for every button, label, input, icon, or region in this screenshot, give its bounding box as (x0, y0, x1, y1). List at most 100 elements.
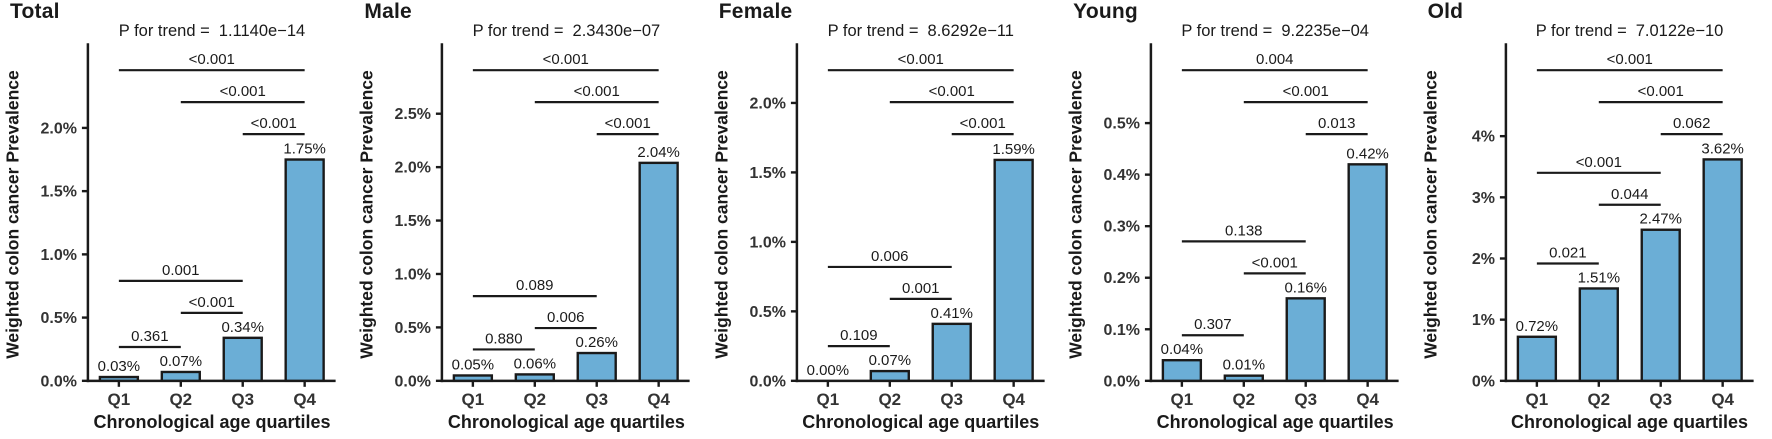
p-for-trend-value: 1.1140e−14 (218, 22, 306, 40)
bar-q1 (1161, 359, 1203, 383)
panel-title: Female (718, 0, 793, 23)
p-for-trend-label: P for trend = (827, 22, 919, 40)
significance-p-value: <0.001 (1575, 154, 1621, 171)
significance-p-value: 0.307 (1194, 316, 1231, 333)
significance-p-value: <0.001 (959, 115, 1005, 132)
y-tick-label: 1.5% (749, 165, 785, 182)
y-tick-label: 2% (1471, 251, 1494, 268)
y-tick-label: 0.5% (749, 304, 785, 321)
significance-p-value: 0.004 (1256, 51, 1293, 68)
y-tick-label: 2.0% (749, 95, 785, 112)
p-for-trend-label: P for trend = (118, 22, 210, 40)
significance-p-value: 0.006 (871, 248, 908, 265)
y-tick-label: 0.0% (395, 373, 431, 390)
y-tick-label: 2.0% (41, 120, 77, 137)
y-tick-label: 1% (1471, 312, 1494, 329)
significance-p-value: 0.044 (1611, 186, 1648, 203)
p-for-trend-value: 8.6292e−11 (927, 22, 1014, 40)
y-tick-label: 1.5% (395, 213, 431, 230)
significance-p-value: <0.001 (189, 294, 235, 311)
x-tick-label: Q4 (648, 390, 671, 409)
x-tick-label: Q1 (1171, 390, 1194, 409)
panel-title: Young (1073, 0, 1138, 23)
y-tick-label: 0.1% (1104, 322, 1140, 339)
p-for-trend-label: P for trend = (1535, 22, 1627, 40)
bar-value-label: 0.16% (1285, 279, 1327, 296)
significance-p-value: <0.001 (220, 83, 266, 100)
bar-value-label: 1.75% (283, 141, 325, 158)
significance-p-value: <0.001 (1252, 254, 1298, 271)
bar-q4 (1347, 163, 1389, 383)
significance-p-value: <0.001 (543, 51, 589, 68)
x-tick-label: Q1 (108, 390, 131, 409)
p-for-trend-label: P for trend = (472, 22, 564, 40)
p-for-trend: P for trend = 9.2235e−04 (1133, 22, 1417, 41)
x-tick-label: Q1 (462, 390, 485, 409)
panel-total: Total P for trend = 1.1140e−14 Weighted c… (0, 0, 354, 439)
significance-p-value: 0.006 (547, 309, 584, 326)
bar-q3 (1640, 228, 1681, 383)
p-for-trend-label: P for trend = (1181, 22, 1273, 40)
significance-p-value: <0.001 (574, 83, 620, 100)
bar-value-label: 0.07% (160, 353, 202, 370)
x-tick-label: Q2 (1587, 390, 1610, 409)
bar-q4 (638, 161, 680, 383)
y-tick-label: 0.5% (395, 320, 431, 337)
x-tick-label: Q1 (816, 390, 839, 409)
significance-p-value: 0.013 (1318, 115, 1355, 132)
x-tick-label: Q4 (1357, 390, 1380, 409)
bar-q4 (284, 158, 325, 383)
significance-p-value: <0.001 (897, 51, 943, 68)
x-tick-label: Q3 (586, 390, 609, 409)
panel-female: Female P for trend = 8.6292e−11 Weighted … (709, 0, 1063, 439)
bar-value-label: 1.51% (1577, 269, 1619, 286)
bar-value-label: 2.04% (638, 144, 680, 161)
bar-value-label: 0.03% (98, 358, 140, 375)
significance-p-value: 0.089 (516, 277, 553, 294)
bar-q2 (515, 373, 556, 383)
bar-value-label: 0.42% (1347, 145, 1389, 162)
y-tick-label: 0.0% (1104, 373, 1140, 390)
x-axis-label: Chronological age quartiles (1511, 412, 1749, 432)
significance-p-value: <0.001 (928, 83, 974, 100)
y-tick-label: 3% (1471, 190, 1494, 207)
bar-value-label: 0.72% (1515, 318, 1557, 335)
bar-value-label: 2.47% (1639, 211, 1681, 228)
panel-title: Total (10, 0, 60, 23)
bar-q1 (453, 374, 494, 383)
significance-p-value: 0.001 (162, 262, 199, 279)
significance-p-value: 0.021 (1549, 244, 1586, 261)
bar-q2 (1578, 287, 1619, 383)
p-for-trend-value: 9.2235e−04 (1281, 22, 1369, 40)
bar-value-label: 0.04% (1161, 341, 1203, 358)
panel-title: Old (1427, 0, 1464, 23)
bar-value-label: 0.05% (452, 356, 494, 373)
bar-q3 (1285, 297, 1327, 383)
x-tick-label: Q3 (1649, 390, 1672, 409)
p-for-trend-value: 7.0122e−10 (1635, 22, 1724, 40)
significance-p-value: 0.109 (840, 327, 877, 344)
bar-q3 (222, 336, 263, 383)
x-tick-label: Q3 (1295, 390, 1318, 409)
bar-q3 (931, 322, 972, 383)
bar-q3 (576, 351, 618, 383)
x-axis-label: Chronological age quartiles (93, 412, 331, 432)
significance-p-value: 0.062 (1673, 115, 1710, 132)
bar-q2 (1223, 374, 1265, 383)
x-tick-label: Q4 (1711, 390, 1734, 409)
x-tick-label: Q4 (293, 390, 316, 409)
x-tick-label: Q2 (878, 390, 901, 409)
bar-value-label: 0.41% (930, 305, 972, 322)
bar-value-label: 0.34% (221, 319, 263, 336)
x-tick-label: Q1 (1525, 390, 1548, 409)
significance-p-value: <0.001 (189, 51, 235, 68)
panel-young: Young P for trend = 9.2235e−04 Weighted c… (1063, 0, 1417, 439)
x-tick-label: Q2 (1233, 390, 1256, 409)
bar-value-label: 0.00% (806, 362, 848, 379)
chart-plot: 0.0% 0.1% 0.2% 0.3% 0.4% 0.5% 0.04% Q1 0.01% Q2 0.… (1104, 43, 1399, 409)
y-tick-label: 0.0% (41, 373, 77, 390)
chart-plot: 0.0% 0.5% 1.0% 1.5% 2.0% 0.03% Q1 0.07% Q2 0.34% Q… (41, 43, 336, 409)
x-tick-label: Q3 (231, 390, 254, 409)
y-tick-label: 0.0% (749, 373, 785, 390)
significance-p-value: 0.001 (902, 280, 939, 297)
